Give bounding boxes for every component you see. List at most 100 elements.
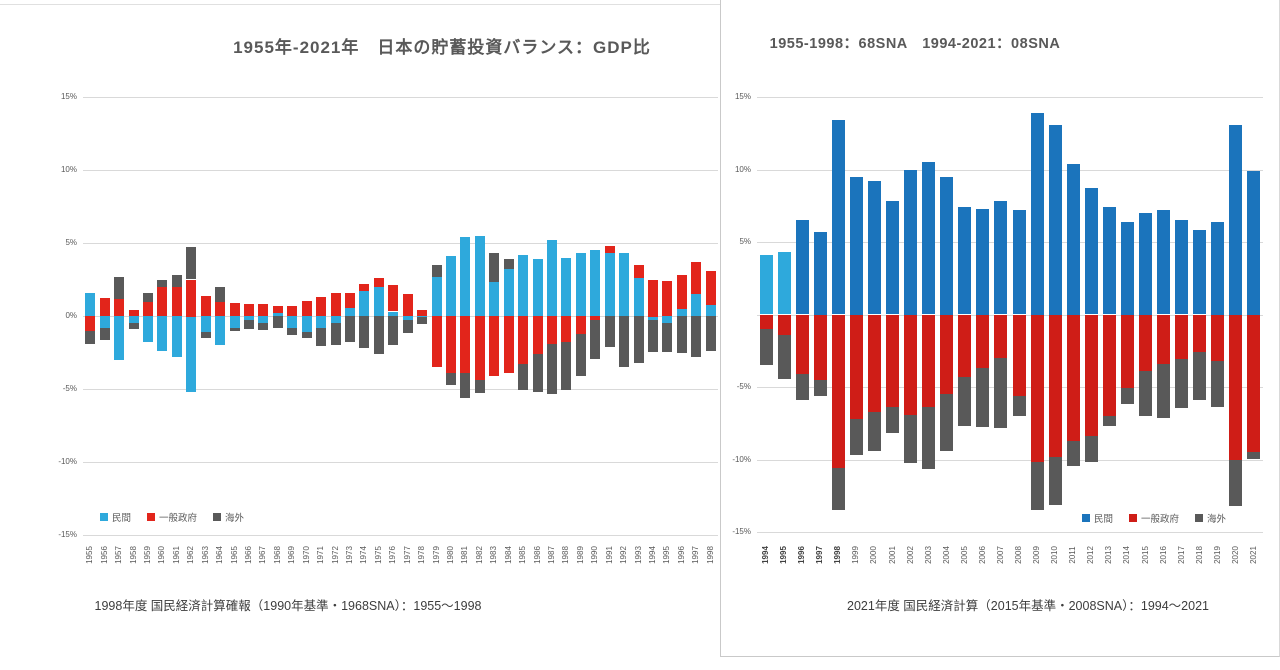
grid-line [757,460,1263,461]
bar-segment-private [129,316,139,323]
y-axis-tick-label: -15% [732,527,751,536]
bar-segment-private [100,316,110,328]
bar-segment-overseas [403,320,413,333]
bar-segment-government [1085,315,1098,437]
bar-segment-government [446,316,456,373]
bar-segment-government [605,246,615,253]
x-axis-year-label: 1996 [677,546,686,564]
bar-segment-private [172,316,182,357]
bar-segment-government [1031,315,1044,463]
bar-segment-government [561,316,571,342]
bar-segment-overseas [648,320,658,352]
x-axis-year-label: 1973 [345,546,354,564]
bar-segment-government [1067,315,1080,441]
bar-segment-government [922,315,935,408]
x-axis-year-label: 1969 [287,546,296,564]
bar-segment-overseas [778,335,791,379]
bar-segment-private [230,316,240,328]
bar-segment-government [976,315,989,369]
bar-segment-private [258,316,268,323]
bar-segment-private [316,316,326,328]
bar-segment-government [316,297,326,316]
bar-segment-private [374,287,384,316]
legend-label: 民間 [1094,514,1114,525]
legend-swatch [147,513,156,521]
bar-segment-private [1157,210,1170,314]
bar-segment-government [114,298,124,316]
bar-segment-private [619,253,629,316]
x-axis-year-label: 1999 [851,546,860,564]
bar-segment-private [1211,222,1224,315]
bar-segment-overseas [1121,388,1134,404]
legend-label: 民間 [112,513,132,524]
bar-segment-government [1049,315,1062,457]
bar-segment-government [157,287,167,316]
bar-segment-private [1067,164,1080,315]
bar-segment-overseas [814,380,827,396]
bar-segment-private [576,253,586,316]
x-axis-year-label: 1970 [302,546,311,564]
bar-segment-private [114,316,124,360]
bar-segment-private [432,277,442,316]
bar-segment-overseas [561,342,571,390]
bar-segment-government [230,303,240,316]
bar-segment-private [832,120,845,314]
bar-segment-overseas [922,407,935,469]
bar-segment-private [1139,213,1152,315]
bar-segment-overseas [1193,352,1206,400]
bar-segment-government [244,304,254,316]
y-axis-tick-label: 15% [734,92,751,101]
bar-segment-private [85,293,95,316]
y-axis-tick-label: 15% [60,92,77,101]
bar-segment-overseas [186,247,196,279]
x-axis-year-label: 2006 [978,546,987,564]
bar-segment-private [590,250,600,316]
bar-segment-government [1103,315,1116,417]
bar-segment-overseas [904,415,917,463]
bar-segment-overseas [331,323,341,345]
bar-segment-overseas [417,317,427,324]
bar-segment-private [345,307,355,316]
legend-item: 海外 [213,510,244,524]
bar-segment-overseas [302,332,312,338]
bar-segment-government [958,315,971,377]
bar-segment-government [273,306,283,313]
bar-segment-overseas [388,316,398,345]
bar-segment-government [186,280,196,317]
x-axis-year-label: 1974 [359,546,368,564]
bar-segment-overseas [1031,462,1044,510]
x-axis-year-label: 1995 [662,546,671,564]
grid-line [83,535,718,536]
bar-segment-overseas [504,259,514,269]
bar-segment-private [1085,188,1098,314]
bar-segment-government [215,301,225,316]
bar-segment-private [706,304,716,316]
bar-segment-private [814,232,827,315]
bar-segment-overseas [634,316,644,363]
x-axis-year-label: 1980 [446,546,455,564]
bar-segment-government [287,306,297,316]
bar-segment-private [850,177,863,315]
x-axis-year-label: 1971 [316,546,325,564]
bar-segment-private [359,291,369,316]
x-axis-year-label: 1955 [85,546,94,564]
bar-segment-private [186,316,196,392]
y-axis-tick-label: -5% [736,382,751,391]
bar-segment-overseas [114,277,124,299]
x-axis-year-label: 1998 [706,546,715,564]
bar-segment-private [1049,125,1062,315]
bar-segment-government [778,315,791,335]
bar-segment-overseas [85,331,95,344]
x-axis-year-label: 2002 [906,546,915,564]
x-axis-year-label: 1986 [533,546,542,564]
bar-segment-overseas [129,323,139,329]
bar-segment-government [760,315,773,330]
y-axis-tick-label: 10% [734,165,751,174]
bar-segment-overseas [172,275,182,287]
grid-line [757,242,1263,243]
x-axis-year-label: 1994 [648,546,657,564]
x-axis-year-label: 1976 [388,546,397,564]
legend-swatch [100,513,108,521]
bar-segment-private [561,258,571,316]
